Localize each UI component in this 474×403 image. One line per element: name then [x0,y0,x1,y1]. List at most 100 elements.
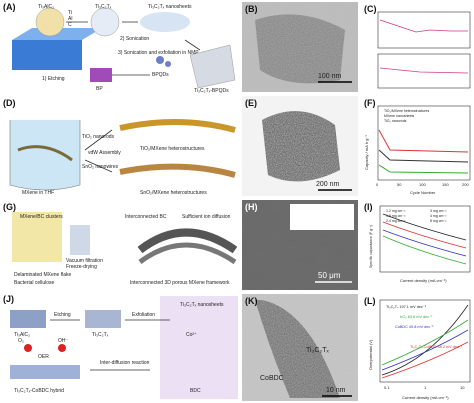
axes [379,299,471,383]
legend-entry: TiO₂/MXene heterostructures [384,109,429,113]
framework [137,228,238,254]
panel-f: (F) Capacity / mA h g⁻¹ Cycle Number 0 5… [364,98,471,195]
axis-title: Cycle Number [410,190,436,195]
panel-e: (E) 200 nm [242,96,358,196]
label: Ti [68,10,72,16]
panel-label: (I) [364,202,373,212]
label: BPQDs [152,72,169,78]
panel-label: (B) [245,4,258,14]
curve [382,229,467,257]
bp [90,68,112,82]
label: Etching [54,312,71,318]
panel-l: (L) Overpotential (V) Current density (m… [364,296,471,400]
axis-title: Current density (mA cm⁻²) [402,395,449,400]
axis-title: Current density (mA cm⁻²) [400,278,447,283]
label: Ti₃C₂Tₓ nanosheets [180,302,224,308]
curve [381,319,469,366]
axes [377,105,471,181]
panel-b: (B) 100 nm [242,2,358,92]
label: SnO₂ nanowires [82,164,119,170]
panel-label: (G) [3,202,16,212]
crystal [10,310,46,328]
label: TiO₂ nanorods [82,134,115,140]
qd [156,56,164,64]
label: Freeze-drying [66,264,97,270]
label: Bacterial cellulose [14,280,55,286]
label: 1) Etching [42,76,65,82]
label: MXene/BC clusters [20,214,63,220]
lattice [90,7,120,37]
axis-title: Overpotential (V) [368,339,373,370]
panel-label: (K) [245,296,258,306]
label: Ti₃C₂Tₓ nanosheets [148,4,192,10]
panel-g: (G) MXene/BC clusters Interconnected BC … [3,202,238,286]
heterostructure [119,163,236,178]
label: OER [38,354,49,360]
legend-entry: MXene nanosheets [384,114,414,118]
tick-label: 10 [460,385,465,390]
lattice [35,7,65,37]
texture [242,294,358,401]
block [12,40,82,70]
label: MXene in THF [22,190,54,196]
nanosheets [140,12,190,32]
heterostructure [119,118,236,133]
label: SnO₂/MXene heterostructures [140,190,207,196]
label: vdW Assembly [88,150,121,156]
label: Delaminated MXene flake [14,272,71,278]
curve [382,235,467,265]
curve [379,67,469,74]
curve [379,19,468,33]
tick-label: 150 [442,182,449,187]
qd [165,61,171,67]
label: Ti₃C₂Tₓ [306,347,329,354]
background [160,296,238,399]
label: CoBDC [260,375,284,382]
label: BDC [190,388,201,394]
label: BP [96,86,103,92]
tick-label: 0.1 [384,385,390,390]
tick-label: 100 [419,182,426,187]
filter [70,225,90,255]
legend-entry: Ti₃C₂Tₓ-CoBDC 48.2 mV dec⁻¹ [410,345,463,349]
axis-title: Specific capacitance (F g⁻¹) [369,225,373,268]
label: Al [68,16,72,22]
panel-label: (F) [364,98,376,108]
curve [378,164,469,174]
panel-i: (I) Specific capacitance (F g⁻¹) Current… [364,202,471,283]
label: Ti₃AlC₂ [38,4,54,10]
label: Exfoliation [132,312,155,318]
panel-a: (A) Ti₃AlC₂ Ti Al C Ti₃C₂Tₓ Ti₃C₂Tₓ nano… [3,2,236,94]
panel-j: (J) Ti₃AlC₂ Etching Ti₃C₂Tₓ Exfoliation … [3,294,238,399]
curve [378,129,469,153]
panel-k: (K) Ti₃C₂Tₓ CoBDC 10 nm [242,294,358,401]
panel-label: (J) [3,294,14,304]
panel-d: (D) TiO₂ nanorods SnO₂ nanowires MXene i… [3,98,236,196]
axis-title: Capacity / mA h g⁻¹ [364,135,369,170]
panel-label: (H) [245,202,258,212]
label: Sufficient ion diffusion [182,214,231,220]
legend-entry: 1.2 mg cm⁻² [386,209,406,213]
curve [382,221,467,249]
arrow [66,21,201,76]
label: O₂ [18,338,24,344]
panel-label: (C) [364,4,377,14]
label: 2) Sonication [120,36,149,42]
panel-label: (L) [364,296,376,306]
label: Ti₃AlC₂ [14,332,30,338]
legend-entry: 3 mg cm⁻² [430,209,447,213]
legend-entry: Ti₃C₂Tₓ 197.1 mV dec⁻¹ [386,305,427,309]
panel-h: (H) 50 μm [242,200,358,290]
curve [381,329,469,371]
oh [58,344,66,352]
label: Ti₃C₂Tₓ-BPQDs [194,88,229,94]
curve [381,341,469,379]
beaker [9,120,81,191]
label: TiO₂/MXene heterostructures [140,146,205,152]
label: Co²⁺ [186,332,197,338]
panel-label: (A) [3,2,16,12]
axes [377,11,471,49]
curve [381,304,469,376]
inset [290,204,354,230]
